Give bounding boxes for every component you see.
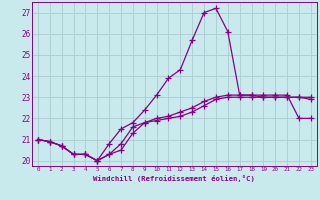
X-axis label: Windchill (Refroidissement éolien,°C): Windchill (Refroidissement éolien,°C) <box>93 175 255 182</box>
